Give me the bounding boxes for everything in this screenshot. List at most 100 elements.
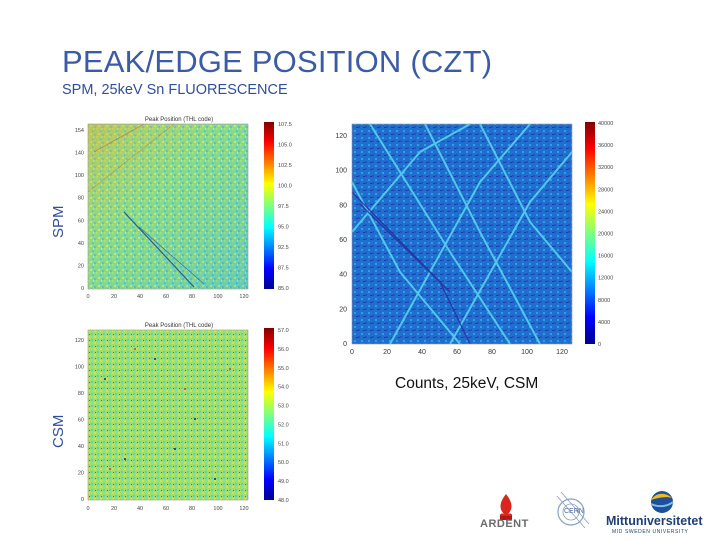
y-tick-label: 120 [335, 133, 347, 140]
x-tick-label: 60 [163, 294, 169, 300]
spm-colorbar-ticks: 107.5 105.0 102.5 100.0 97.5 95.0 92.5 87.5 85.0 [278, 122, 292, 292]
y-tick-label: 100 [75, 365, 84, 371]
mittuniversitetet-emblem-icon [650, 491, 674, 513]
colorbar-tick-label: 28000 [598, 187, 613, 193]
x-tick-label: 20 [383, 349, 391, 356]
colorbar-tick-label: 100.0 [278, 184, 292, 190]
x-tick-label: 20 [111, 506, 117, 512]
x-tick-label: 40 [137, 294, 143, 300]
colorbar-tick-label: 32000 [598, 165, 613, 171]
colorbar-tick-label: 92.5 [278, 245, 289, 251]
spm-colorbar [264, 122, 274, 289]
y-tick-label: 140 [75, 151, 84, 157]
x-tick-label: 0 [86, 294, 89, 300]
y-tick-label: 40 [339, 272, 347, 279]
csm-colorbar-ticks: 57.0 56.0 55.0 54.0 53.0 52.0 51.0 50.0 49.0 48.0 [278, 328, 289, 504]
colorbar-tick-label: 87.5 [278, 266, 289, 272]
colorbar-tick-label: 49.0 [278, 479, 289, 485]
counts-x-axis: 0 20 40 60 80 100 120 [350, 349, 568, 356]
y-tick-label: 120 [75, 338, 84, 344]
counts-y-axis: 120 100 80 60 40 20 0 [335, 133, 347, 348]
x-tick-label: 40 [137, 506, 143, 512]
x-tick-label: 100 [213, 506, 222, 512]
colorbar-tick-label: 48.0 [278, 498, 289, 504]
mittuniversitetet-logo: Mittuniversitetet MID SWEDEN UNIVERSITY [606, 488, 716, 538]
colorbar-tick-label: 56.0 [278, 347, 289, 353]
colorbar-tick-label: 8000 [598, 298, 610, 304]
x-tick-label: 20 [111, 294, 117, 300]
slide-subtitle: SPM, 25keV Sn FLUORESCENCE [62, 82, 288, 98]
x-tick-label: 0 [350, 349, 354, 356]
y-tick-label: 20 [78, 471, 84, 477]
colorbar-tick-label: 51.0 [278, 441, 289, 447]
colorbar-tick-label: 4000 [598, 320, 610, 326]
colorbar-tick-label: 0 [598, 342, 601, 348]
csm-x-axis: 0 20 40 60 80 100 120 [86, 506, 248, 512]
y-tick-label: 80 [78, 196, 84, 202]
colorbar-tick-label: 107.5 [278, 122, 292, 128]
cern-logo: CERN [553, 488, 593, 532]
y-tick-label: 80 [339, 202, 347, 209]
y-tick-label: 100 [335, 168, 347, 175]
x-tick-label: 120 [239, 294, 248, 300]
x-tick-label: 80 [189, 506, 195, 512]
csm-peak-position-plot: Peak Position (THL code) 120100806040200… [75, 323, 289, 512]
y-tick-label: 0 [81, 497, 84, 503]
flame-icon [499, 494, 513, 520]
colorbar-tick-label: 85.0 [278, 286, 289, 292]
y-tick-label: 60 [78, 218, 84, 224]
counts-colorbar-ticks: 4000036000320002800024000200001600012000… [598, 121, 613, 348]
y-tick-label: 60 [339, 237, 347, 244]
colorbar-tick-label: 20000 [598, 232, 613, 238]
ardent-logo: ARDENT [478, 490, 534, 534]
x-tick-label: 60 [453, 349, 461, 356]
x-tick-label: 120 [556, 349, 568, 356]
y-tick-label: 40 [78, 444, 84, 450]
x-tick-label: 40 [418, 349, 426, 356]
y-tick-label: 100 [75, 173, 84, 179]
colorbar-tick-label: 55.0 [278, 366, 289, 372]
x-tick-label: 120 [239, 506, 248, 512]
cern-emblem-icon [556, 491, 590, 529]
colorbar-tick-label: 53.0 [278, 404, 289, 410]
colorbar-tick-label: 105.0 [278, 143, 292, 149]
colorbar-tick-label: 54.0 [278, 385, 289, 391]
spm-y-axis: 154 140 100 80 60 40 20 0 [75, 128, 84, 292]
spm-x-axis: 0 20 40 60 80 100 120 [86, 294, 248, 300]
colorbar-tick-label: 40000 [598, 121, 613, 127]
csm-colorbar [264, 328, 274, 500]
colorbar-tick-label: 95.0 [278, 225, 289, 231]
csm-plot-title: Peak Position (THL code) [145, 323, 213, 329]
colorbar-tick-label: 52.0 [278, 422, 289, 428]
colorbar-tick-label: 36000 [598, 143, 613, 149]
counts-colorbar [585, 122, 595, 344]
colorbar-tick-label: 102.5 [278, 163, 292, 169]
spm-plot-title: Peak Position (THL code) [145, 117, 213, 123]
slide-title: PEAK/EDGE POSITION (CZT) [62, 44, 493, 79]
colorbar-tick-label: 24000 [598, 209, 613, 215]
spm-peak-position-plot: Peak Position (THL code) 154 140 100 80 60 40… [75, 117, 292, 300]
y-tick-label: 20 [339, 306, 347, 313]
colorbar-tick-label: 97.5 [278, 204, 289, 210]
y-tick-label: 60 [78, 418, 84, 424]
y-tick-label: 0 [81, 286, 84, 292]
colorbar-tick-label: 12000 [598, 276, 613, 282]
y-tick-label: 154 [75, 128, 84, 134]
x-tick-label: 100 [213, 294, 222, 300]
colorbar-tick-label: 50.0 [278, 460, 289, 466]
y-tick-label: 80 [78, 391, 84, 397]
x-tick-label: 100 [521, 349, 533, 356]
colorbar-tick-label: 57.0 [278, 328, 289, 334]
counts-heatmap [352, 124, 572, 344]
y-tick-label: 20 [78, 263, 84, 269]
x-tick-label: 80 [189, 294, 195, 300]
x-tick-label: 60 [163, 506, 169, 512]
y-tick-label: 0 [343, 341, 347, 348]
counts-caption: Counts, 25keV, CSM [395, 375, 539, 392]
csm-heatmap [88, 330, 248, 500]
x-tick-label: 80 [488, 349, 496, 356]
x-tick-label: 0 [86, 506, 89, 512]
csm-y-axis: 120 100 80 60 40 20 0 [75, 338, 84, 503]
colorbar-tick-label: 16000 [598, 254, 613, 260]
